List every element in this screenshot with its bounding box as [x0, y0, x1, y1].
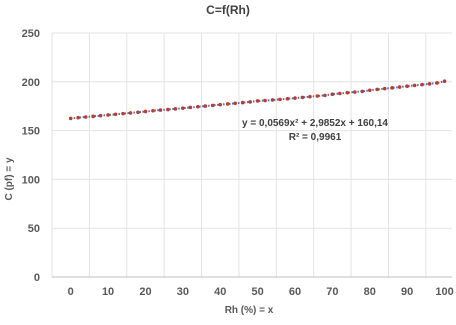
data-point	[143, 109, 148, 114]
data-point	[435, 81, 439, 85]
data-point	[390, 86, 394, 90]
data-point	[278, 97, 282, 102]
data-point	[188, 105, 193, 110]
data-point	[367, 88, 372, 93]
x-tick-label: 80	[364, 286, 376, 298]
data-point	[128, 111, 133, 115]
data-point	[427, 82, 432, 86]
y-tick-label: 200	[22, 77, 40, 89]
data-point	[315, 94, 320, 98]
data-point	[300, 95, 305, 100]
x-tick-labels: 0 10 20 30 40 50 60 70 80 90 100	[68, 286, 454, 298]
y-tick-label: 50	[28, 223, 40, 235]
data-point	[308, 94, 312, 99]
data-point	[323, 93, 327, 98]
grid	[51, 32, 452, 278]
x-tick-label: 20	[139, 286, 151, 298]
data-point	[270, 98, 275, 102]
x-tick-label: 90	[401, 286, 413, 298]
data-point	[166, 107, 170, 112]
y-tick-label: 250	[22, 28, 40, 40]
x-tick-label: 10	[102, 286, 114, 298]
data-point	[248, 100, 252, 104]
x-tick-label: 100	[435, 286, 453, 298]
data-point	[68, 116, 73, 121]
data-point	[76, 115, 80, 120]
data-point	[353, 90, 357, 94]
data-point	[330, 92, 335, 96]
trendline-layer	[70, 80, 445, 120]
data-point	[233, 101, 237, 106]
data-point	[240, 100, 245, 105]
data-point	[405, 84, 409, 88]
data-point	[106, 113, 110, 117]
data-point	[263, 98, 267, 103]
data-point	[360, 89, 365, 94]
data-point	[375, 87, 380, 92]
x-tick-label: 40	[214, 286, 226, 298]
data-point	[210, 103, 215, 108]
data-point	[158, 108, 163, 112]
x-tick-label: 60	[289, 286, 301, 298]
r-squared-label: R² = 0,9961	[289, 132, 342, 143]
data-point	[293, 96, 297, 100]
data-point	[255, 99, 260, 103]
data-point	[113, 112, 118, 117]
y-tick-label: 0	[34, 272, 40, 284]
y-tick-label: 100	[22, 174, 40, 186]
trendline	[70, 80, 445, 120]
chart-title: C=f(Rh)	[206, 3, 250, 17]
x-axis-title: Rh (%) = x	[225, 305, 274, 316]
data-point	[338, 91, 342, 96]
data-point	[195, 104, 200, 109]
data-point	[151, 108, 155, 113]
data-point	[181, 106, 185, 110]
data-point	[98, 113, 103, 118]
data-point	[136, 110, 140, 115]
data-point	[83, 115, 88, 119]
y-tick-label: 150	[22, 126, 40, 138]
data-point	[382, 86, 387, 91]
data-point	[345, 90, 350, 95]
data-point	[420, 82, 424, 87]
data-point	[218, 102, 223, 107]
x-tick-label: 0	[68, 286, 74, 298]
data-point	[225, 102, 230, 106]
x-tick-label: 50	[251, 286, 263, 298]
data-point	[203, 104, 208, 108]
data-point	[285, 96, 290, 101]
data-point	[397, 85, 402, 89]
data-points	[68, 79, 447, 121]
data-point	[173, 107, 178, 111]
trendline-equation: y = 0,0569x² + 2,9852x + 160,14	[242, 118, 388, 129]
y-axis-title: C (pf) = y	[4, 157, 15, 200]
data-point	[412, 83, 417, 88]
y-tick-labels: 0 50 100 150 200 250	[22, 28, 40, 284]
data-point	[91, 114, 95, 119]
data-point	[442, 79, 447, 84]
x-tick-label: 30	[177, 286, 189, 298]
data-point	[121, 111, 125, 116]
x-tick-label: 70	[326, 286, 338, 298]
